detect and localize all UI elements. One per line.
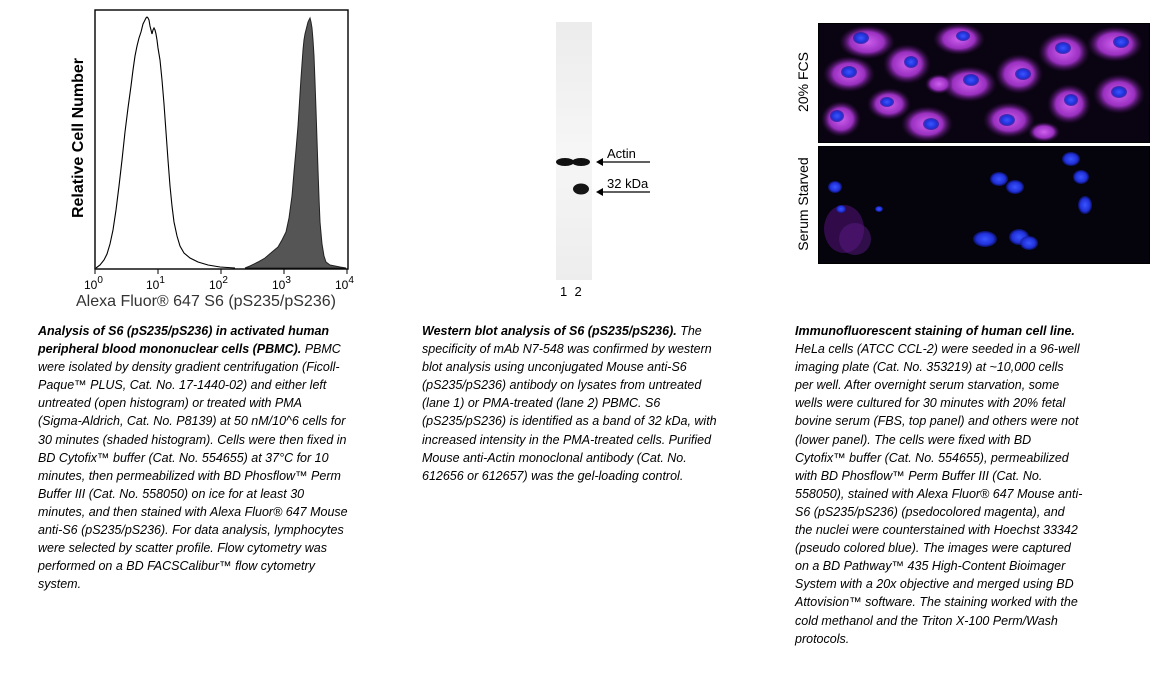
starved-cells [819,147,1149,263]
if-bottom-label: Serum Starved [795,157,811,250]
tick-label-4: 104 [335,275,354,292]
tick-label-1: 101 [146,275,165,292]
open-histogram [95,16,236,269]
gel-strip [556,22,592,280]
s6-band-lane2 [573,183,589,195]
actin-band-lane2 [572,158,590,166]
actin-band-lane1 [556,158,574,166]
band-label: 32 kDa [607,176,649,191]
caption-blot-title: Western blot analysis of S6 (pS235/pS236… [422,324,677,338]
if-row-labels: 20% FCS Serum Starved [795,52,811,251]
fcs-cells [819,24,1149,142]
caption-if-body: HeLa cells (ATCC CCL-2) were seeded in a… [795,342,1083,646]
histogram-y-label: Relative Cell Number [70,58,87,218]
caption-if-title: Immunofluorescent staining of human cell… [795,324,1075,338]
fcs-cell-group [821,24,1145,142]
starved-cell-group [824,152,1092,255]
caption-flow-body: PBMC were isolated by density gradient c… [38,342,348,592]
western-blot: Actin 32 kDa 1 2 [556,22,650,299]
flow-histogram: Relative Cell Number 100 101 102 103 104… [70,9,354,310]
caption-blot-body: The specificity of mAb N7-548 was confir… [422,324,717,483]
tick-label-0: 100 [84,275,103,292]
actin-label: Actin [607,146,636,161]
histogram-x-label: Alexa Fluor® 647 S6 (pS235/pS236) [76,293,336,310]
if-image-fcs [818,23,1150,143]
caption-if: Immunofluorescent staining of human cell… [795,322,1085,648]
if-top-label: 20% FCS [795,52,811,112]
shaded-histogram [244,16,347,269]
tick-label-2: 102 [209,275,228,292]
if-image-starved [818,146,1150,264]
tick-label-3: 103 [272,275,291,292]
lane-numbers: 1 2 [560,284,582,299]
actin-arrowhead [596,158,603,166]
band-arrowhead [596,188,603,196]
x-ticks [94,269,348,274]
caption-flow-title: Analysis of S6 (pS235/pS236) in activate… [38,324,330,357]
caption-blot: Western blot analysis of S6 (pS235/pS236… [422,322,722,485]
caption-flow: Analysis of S6 (pS235/pS236) in activate… [38,322,348,593]
